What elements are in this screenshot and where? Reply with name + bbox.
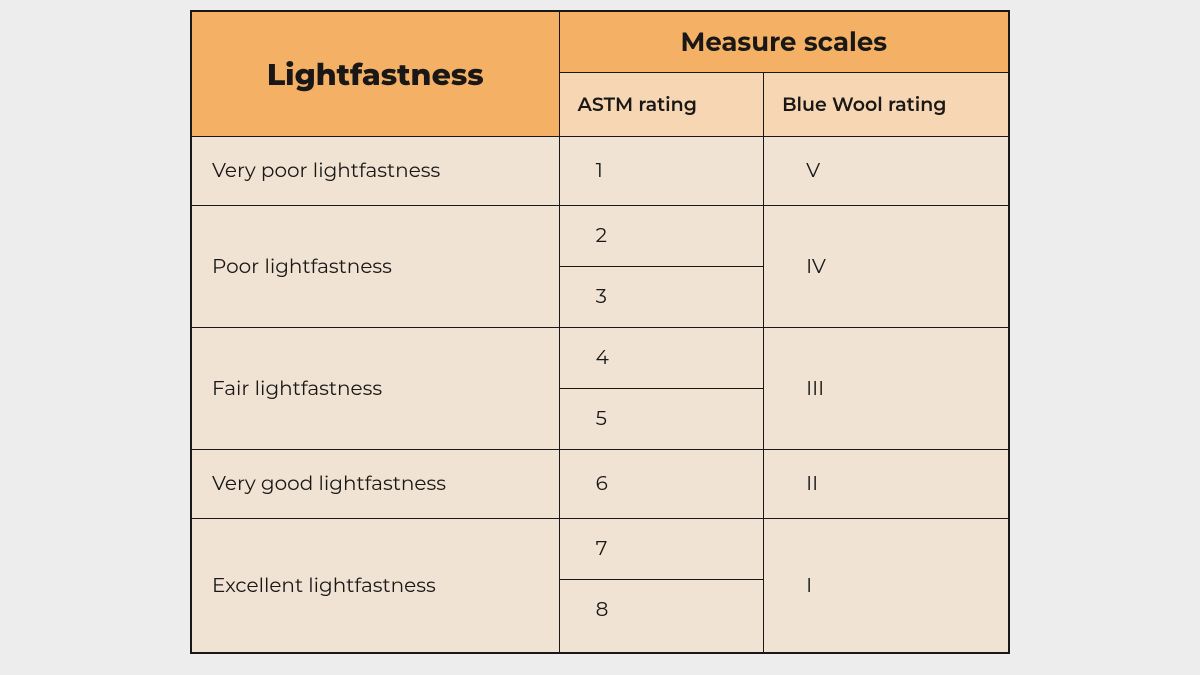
header-lightfastness: Lightfastness (191, 11, 559, 137)
blue-wool-cell: I (764, 519, 1009, 654)
header-measure-scales: Measure scales (559, 11, 1009, 73)
lightfastness-label: Very good lightfastness (191, 450, 559, 519)
table-viewport: Lightfastness Measure scales ASTM rating… (190, 10, 1010, 675)
astm-cell: 8 (559, 580, 764, 654)
table-row: Poor lightfastness 2 IV (191, 206, 1009, 267)
lightfastness-label: Very poor lightfastness (191, 137, 559, 206)
table-row: Excellent lightfastness 7 I (191, 519, 1009, 580)
astm-cell: 4 (559, 328, 764, 389)
astm-cell: 6 (559, 450, 764, 519)
blue-wool-cell: III (764, 328, 1009, 450)
blue-wool-cell: II (764, 450, 1009, 519)
lightfastness-table: Lightfastness Measure scales ASTM rating… (190, 10, 1010, 654)
astm-cell: 5 (559, 389, 764, 450)
astm-cell: 7 (559, 519, 764, 580)
astm-cell: 2 (559, 206, 764, 267)
table-row: Very poor lightfastness 1 V (191, 137, 1009, 206)
astm-cell: 1 (559, 137, 764, 206)
lightfastness-label: Excellent lightfastness (191, 519, 559, 654)
table-row: Fair lightfastness 4 III (191, 328, 1009, 389)
astm-cell: 3 (559, 267, 764, 328)
lightfastness-label: Poor lightfastness (191, 206, 559, 328)
blue-wool-cell: IV (764, 206, 1009, 328)
lightfastness-label: Fair lightfastness (191, 328, 559, 450)
header-astm: ASTM rating (559, 73, 764, 137)
blue-wool-cell: V (764, 137, 1009, 206)
table-row: Very good lightfastness 6 II (191, 450, 1009, 519)
header-blue-wool: Blue Wool rating (764, 73, 1009, 137)
